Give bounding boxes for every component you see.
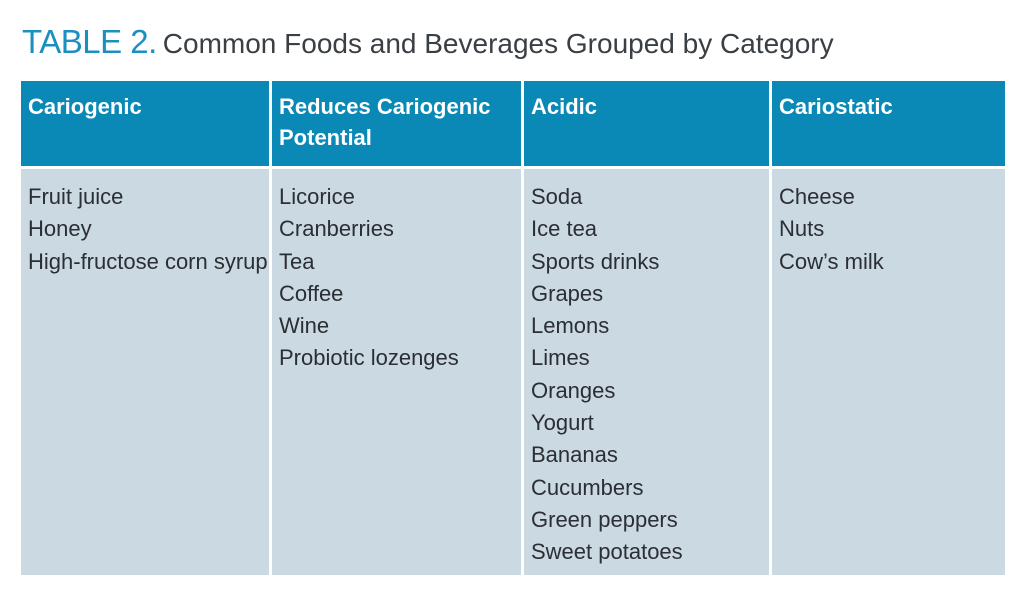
list-item: Limes	[531, 345, 590, 371]
list-item: High-fructose corn syrup	[28, 248, 268, 274]
cell-cariogenic: Fruit juice Honey High-fructose corn syrup	[21, 169, 269, 575]
table-label: TABLE 2.	[22, 23, 157, 60]
list-reduces-cariogenic-potential: Licorice Cranberries Tea Coffee Wine Probioti…	[279, 181, 521, 375]
list-cariostatic: Cheese Nuts Cow’s milk	[779, 181, 1005, 278]
list-item: Cranberries	[279, 216, 394, 242]
list-item: Ice tea	[531, 216, 598, 242]
header-acidic: Acidic	[524, 81, 769, 166]
table-title: TABLE 2. Common Foods and Beverages Group…	[22, 20, 834, 64]
list-item: Nuts	[779, 216, 825, 242]
list-item: Lemons	[531, 313, 610, 339]
list-item: Cow’s milk	[779, 248, 884, 274]
list-acidic: Soda Ice tea Sports drinks Grapes Lemons Lime…	[531, 181, 769, 569]
list-item: Honey	[28, 216, 92, 242]
list-item: Cucumbers	[531, 474, 644, 500]
list-item: Coffee	[279, 280, 344, 306]
list-item: Cheese	[779, 184, 855, 209]
list-item: Wine	[279, 313, 330, 339]
list-item: Sweet potatoes	[531, 539, 683, 565]
header-cariostatic: Cariostatic	[772, 81, 1005, 166]
list-item: Probiotic lozenges	[279, 345, 459, 371]
cell-acidic: Soda Ice tea Sports drinks Grapes Lemons Lime…	[524, 169, 769, 575]
list-item: Green peppers	[531, 506, 678, 532]
list-item: Fruit juice	[28, 184, 124, 209]
header-reduces-cariogenic-potential: Reduces Cariogenic Potential	[272, 81, 521, 166]
list-item: Sports drinks	[531, 248, 660, 274]
cell-reduces-cariogenic-potential: Licorice Cranberries Tea Coffee Wine Probioti…	[272, 169, 521, 575]
table-caption: Common Foods and Beverages Grouped by Ca…	[162, 28, 834, 59]
header-cariogenic: Cariogenic	[21, 81, 269, 166]
list-item: Bananas	[531, 442, 618, 468]
list-item: Licorice	[279, 184, 355, 209]
list-item: Tea	[279, 248, 315, 274]
food-category-table: Cariogenic Reduces Cariogenic Potential …	[21, 81, 1005, 578]
cell-cariostatic: Cheese Nuts Cow’s milk	[772, 169, 1005, 575]
list-item: Soda	[531, 184, 583, 209]
list-cariogenic: Fruit juice Honey High-fructose corn syrup	[28, 181, 269, 278]
list-item: Grapes	[531, 280, 604, 306]
list-item: Oranges	[531, 377, 616, 403]
list-item: Yogurt	[531, 410, 594, 436]
